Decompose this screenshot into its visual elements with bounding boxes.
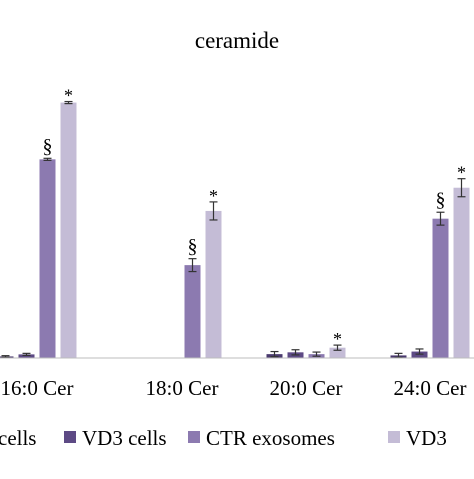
significance-star: * — [333, 329, 342, 349]
legend-label: cells — [0, 426, 36, 450]
bar — [60, 102, 77, 358]
error-bar — [1, 355, 10, 358]
error-bar — [312, 351, 321, 357]
x-tick-labels: 16:0 Cer 18:0 Cer 20:0 Cer 24:0 Cer — [1, 376, 467, 400]
error-bar — [188, 258, 197, 273]
legend: cells VD3 cells CTR exosomes VD3 — [0, 426, 447, 450]
error-bar — [64, 100, 73, 105]
significance-section-mark: § — [436, 189, 446, 211]
legend-label: CTR exosomes — [206, 426, 335, 450]
bar — [453, 187, 470, 358]
bars-layer — [0, 102, 470, 358]
significance-section-mark: § — [188, 236, 198, 258]
error-bar — [209, 201, 218, 221]
error-bar — [394, 352, 403, 359]
error-bar — [436, 211, 445, 226]
x-tick-label: 20:0 Cer — [270, 376, 343, 400]
legend-label: VD3 — [406, 426, 447, 450]
legend-swatch — [388, 431, 400, 443]
chart-title: ceramide — [195, 28, 279, 53]
significance-star: * — [457, 163, 466, 183]
bar — [184, 265, 201, 358]
legend-label: VD3 cells — [82, 426, 167, 450]
error-bar — [333, 344, 342, 351]
bar — [205, 210, 222, 358]
error-bar — [457, 178, 466, 198]
legend-swatch — [64, 431, 76, 443]
significance-star: * — [64, 86, 73, 106]
bar — [411, 351, 428, 358]
significance-section-mark: § — [43, 135, 53, 157]
x-tick-label: 18:0 Cer — [146, 376, 219, 400]
significance-star: * — [209, 186, 218, 206]
bar — [18, 354, 35, 358]
x-tick-label: 24:0 Cer — [394, 376, 467, 400]
significance-annotations: § * § * * § * — [43, 86, 467, 350]
legend-swatch — [188, 431, 200, 443]
error-bars-layer — [1, 100, 466, 359]
bar — [39, 159, 56, 358]
bar — [432, 218, 449, 358]
error-bar — [291, 349, 300, 356]
x-tick-label: 16:0 Cer — [1, 376, 74, 400]
error-bar — [43, 157, 52, 161]
bar — [329, 347, 346, 358]
error-bar — [22, 352, 31, 357]
error-bar — [415, 348, 424, 355]
error-bar — [270, 350, 279, 358]
